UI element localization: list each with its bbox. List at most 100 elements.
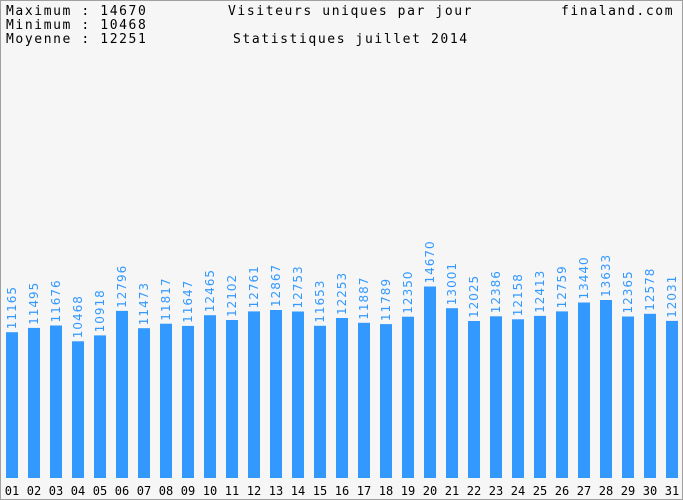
value-label-13: 12867 (269, 264, 283, 307)
average-label: Moyenne (6, 32, 72, 47)
value-label-08: 11817 (159, 278, 173, 321)
value-label-30: 12578 (643, 268, 657, 311)
value-label-17: 11887 (357, 277, 371, 320)
x-tick-label-20: 20 (423, 484, 437, 498)
bar-14 (292, 311, 304, 478)
x-tick-label-27: 27 (577, 484, 591, 498)
value-label-18: 11789 (379, 278, 393, 321)
value-label-28: 13633 (599, 254, 613, 297)
bar-18 (380, 324, 392, 478)
value-label-03: 11676 (49, 279, 63, 322)
maximum-stat: Maximum : 14670 (6, 4, 148, 19)
bar-29 (622, 316, 634, 478)
value-label-05: 10918 (93, 289, 107, 332)
bar-07 (138, 328, 150, 478)
value-label-27: 13440 (577, 256, 591, 299)
x-tick-label-29: 29 (621, 484, 635, 498)
x-tick-label-03: 03 (49, 484, 63, 498)
average-stat: Moyenne : 12251 (6, 32, 148, 47)
value-label-29: 12365 (621, 270, 635, 313)
bar-11 (226, 320, 238, 478)
x-tick-label-01: 01 (5, 484, 19, 498)
value-label-23: 12386 (489, 270, 503, 313)
x-tick-label-09: 09 (181, 484, 195, 498)
bar-08 (160, 323, 172, 478)
x-tick-label-22: 22 (467, 484, 481, 498)
minimum-label: Minimum (6, 18, 72, 33)
x-tick-label-31: 31 (665, 484, 679, 498)
x-tick-label-12: 12 (247, 484, 261, 498)
bar-27 (578, 302, 590, 478)
bar-21 (446, 308, 458, 478)
value-label-06: 12796 (115, 265, 129, 308)
x-tick-label-11: 11 (225, 484, 239, 498)
maximum-label: Maximum (6, 4, 72, 19)
x-tick-label-16: 16 (335, 484, 349, 498)
value-label-24: 12158 (511, 273, 525, 316)
x-tick-label-21: 21 (445, 484, 459, 498)
bar-02 (28, 327, 40, 478)
bar-17 (358, 322, 370, 478)
x-tick-label-15: 15 (313, 484, 327, 498)
bar-10 (204, 315, 216, 478)
bar-15 (314, 325, 326, 478)
bar-31 (666, 320, 678, 478)
site-name: finaland.com (561, 4, 675, 19)
minimum-value: 10468 (100, 18, 148, 33)
value-label-22: 12025 (467, 275, 481, 318)
value-label-20: 14670 (423, 240, 437, 283)
value-label-31: 12031 (665, 275, 679, 318)
value-label-26: 12759 (555, 265, 569, 308)
x-tick-label-08: 08 (159, 484, 173, 498)
x-tick-label-26: 26 (555, 484, 569, 498)
value-label-16: 12253 (335, 272, 349, 315)
bar-04 (72, 341, 84, 478)
value-label-07: 11473 (137, 282, 151, 325)
x-tick-label-10: 10 (203, 484, 217, 498)
bar-24 (512, 319, 524, 478)
x-tick-label-04: 04 (71, 484, 85, 498)
x-tick-label-14: 14 (291, 484, 305, 498)
minimum-stat: Minimum : 10468 (6, 18, 148, 33)
x-tick-label-13: 13 (269, 484, 283, 498)
value-label-02: 11495 (27, 282, 41, 325)
bar-26 (556, 311, 568, 478)
x-tick-label-30: 30 (643, 484, 657, 498)
value-label-01: 11165 (5, 286, 19, 329)
value-label-19: 12350 (401, 271, 415, 314)
value-label-25: 12413 (533, 270, 547, 313)
value-label-21: 13001 (445, 262, 459, 305)
value-label-15: 11653 (313, 280, 327, 323)
bar-28 (600, 300, 612, 478)
bar-13 (270, 310, 282, 478)
x-tick-label-18: 18 (379, 484, 393, 498)
bar-03 (50, 325, 62, 478)
x-tick-label-28: 28 (599, 484, 613, 498)
bar-22 (468, 321, 480, 478)
value-label-12: 12761 (247, 265, 261, 308)
bar-19 (402, 316, 414, 478)
maximum-value: 14670 (100, 4, 148, 19)
average-value: 12251 (100, 32, 148, 47)
value-label-10: 12465 (203, 269, 217, 312)
bar-06 (116, 310, 128, 478)
value-label-04: 10468 (71, 295, 85, 338)
value-label-14: 12753 (291, 265, 305, 308)
x-tick-label-24: 24 (511, 484, 525, 498)
bar-01 (6, 332, 18, 478)
x-tick-label-02: 02 (27, 484, 41, 498)
bar-05 (94, 335, 106, 478)
bar-20 (424, 286, 436, 478)
x-tick-label-05: 05 (93, 484, 107, 498)
x-tick-label-17: 17 (357, 484, 371, 498)
x-tick-label-25: 25 (533, 484, 547, 498)
bar-25 (534, 315, 546, 478)
bar-12 (248, 311, 260, 478)
bar-30 (644, 313, 656, 478)
x-tick-label-06: 06 (115, 484, 129, 498)
bar-23 (490, 316, 502, 478)
chart-title: Visiteurs uniques par jour (228, 4, 474, 19)
x-tick-label-23: 23 (489, 484, 503, 498)
